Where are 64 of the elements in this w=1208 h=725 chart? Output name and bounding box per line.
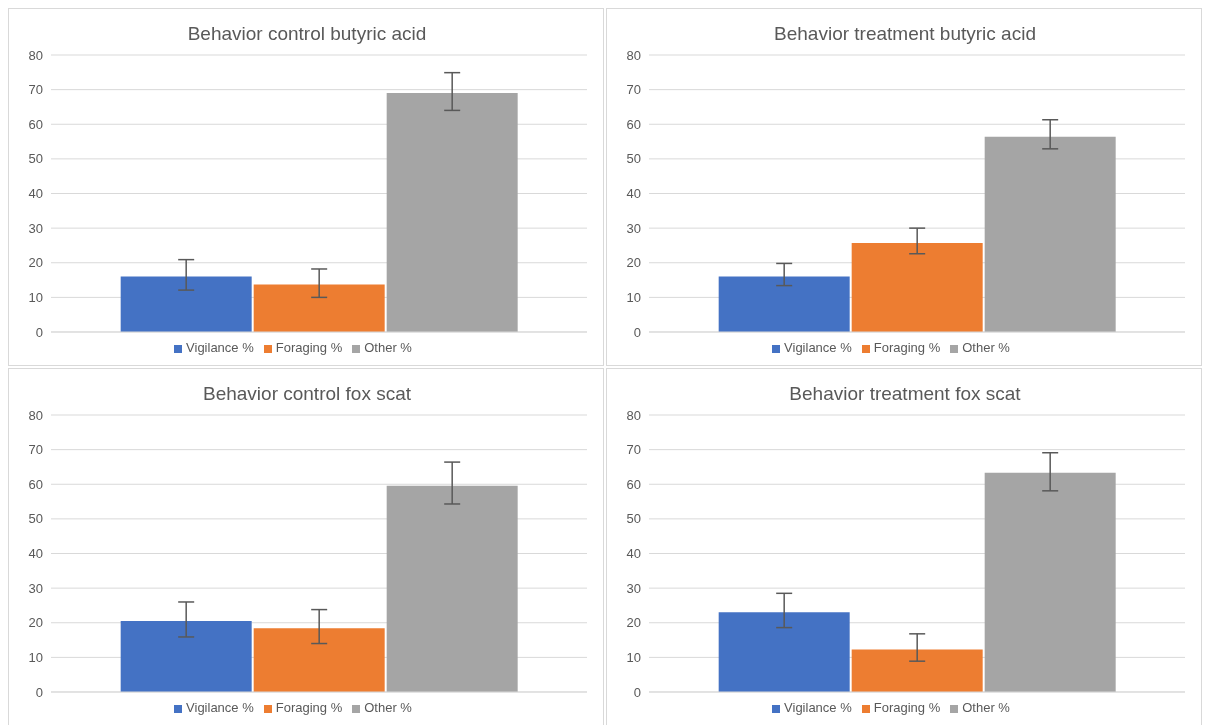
chart-title: Behavior treatment fox scat <box>788 382 1022 406</box>
y-tick-label: 60 <box>626 476 641 492</box>
y-tick-label: 80 <box>28 47 43 63</box>
legend-label: Foraging % <box>275 700 343 715</box>
bar <box>718 612 850 692</box>
y-tick-label: 20 <box>626 615 641 631</box>
y-tick-label: 0 <box>35 684 43 700</box>
y-tick-label: 30 <box>28 580 43 596</box>
y-tick-label: 0 <box>633 324 641 340</box>
y-tick-label: 20 <box>626 255 641 271</box>
legend-label: Other % <box>962 340 1010 355</box>
y-tick-label: 80 <box>28 407 43 423</box>
y-tick-label: 80 <box>626 407 641 423</box>
bar <box>386 93 518 332</box>
y-tick-label: 40 <box>626 186 641 202</box>
y-tick-label: 40 <box>626 546 641 562</box>
bar <box>984 136 1116 332</box>
y-tick-label: 60 <box>626 116 641 132</box>
y-tick-label: 60 <box>28 476 43 492</box>
y-tick-label: 10 <box>28 289 43 305</box>
bar <box>984 472 1116 692</box>
y-tick-label: 30 <box>28 220 43 236</box>
y-tick-label: 80 <box>626 47 641 63</box>
y-tick-label: 30 <box>626 580 641 596</box>
chart-title: Behavior control fox scat <box>201 382 412 406</box>
y-tick-label: 0 <box>35 324 43 340</box>
y-tick-label: 70 <box>626 82 641 98</box>
legend-label: Foraging % <box>873 700 941 715</box>
legend-label: Other % <box>364 700 412 715</box>
bar <box>718 276 850 332</box>
y-tick-label: 50 <box>626 151 641 167</box>
y-tick-label: 70 <box>626 442 641 458</box>
y-tick-label: 50 <box>626 511 641 527</box>
bar <box>253 628 385 692</box>
y-tick-label: 50 <box>28 511 43 527</box>
legend-label: Foraging % <box>275 340 343 355</box>
legend-label: Foraging % <box>873 340 941 355</box>
legend-label: Vigilance % <box>784 700 852 715</box>
y-tick-label: 60 <box>28 116 43 132</box>
y-tick-label: 10 <box>28 649 43 665</box>
y-tick-label: 20 <box>28 255 43 271</box>
y-tick-label: 20 <box>28 615 43 631</box>
bar <box>851 243 983 332</box>
y-tick-label: 10 <box>626 649 641 665</box>
y-tick-label: 0 <box>633 684 641 700</box>
chart-title: Behavior control butyric acid <box>186 22 428 46</box>
bar <box>120 276 252 332</box>
legend-label: Other % <box>962 700 1010 715</box>
legend-label: Vigilance % <box>784 340 852 355</box>
y-tick-label: 70 <box>28 442 43 458</box>
chart-title: Behavior treatment butyric acid <box>773 22 1037 46</box>
bar <box>120 621 252 692</box>
y-tick-label: 10 <box>626 289 641 305</box>
y-tick-label: 40 <box>28 186 43 202</box>
legend-label: Other % <box>364 340 412 355</box>
legend-label: Vigilance % <box>186 340 254 355</box>
bar <box>253 284 385 332</box>
y-tick-label: 30 <box>626 220 641 236</box>
y-tick-label: 40 <box>28 546 43 562</box>
y-tick-label: 50 <box>28 151 43 167</box>
legend-label: Vigilance % <box>186 700 254 715</box>
y-tick-label: 70 <box>28 82 43 98</box>
bar <box>851 649 983 692</box>
bar <box>386 485 518 692</box>
